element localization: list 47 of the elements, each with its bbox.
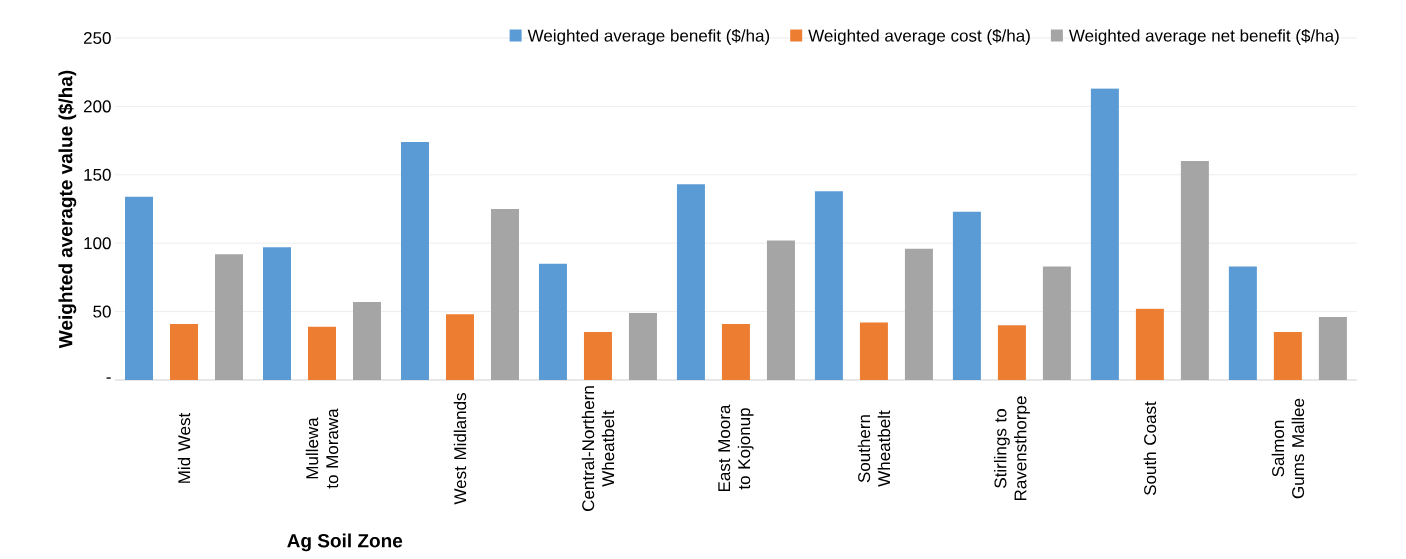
y-tick-label: 200 — [83, 100, 111, 113]
bar — [628, 312, 657, 380]
bar — [538, 263, 567, 380]
bar — [997, 325, 1026, 380]
bar — [1273, 332, 1302, 380]
x-tick-label: West Midlands — [453, 393, 467, 505]
bar — [766, 240, 795, 380]
bar — [490, 208, 519, 380]
bar — [1318, 317, 1347, 380]
legend-label: Weighted average benefit ($/ha) — [527, 28, 770, 46]
y-tick-label: 150 — [84, 168, 111, 181]
x-axis-title: Ag Soil Zone — [287, 533, 403, 552]
bar — [1042, 266, 1071, 380]
bar — [1135, 308, 1164, 380]
y-tick-label: - — [106, 377, 111, 379]
bar — [1228, 266, 1257, 380]
bar — [904, 248, 933, 380]
x-tick-label: Southern Wheatbelt — [857, 410, 891, 487]
y-tick-label: 50 — [93, 305, 111, 318]
bar — [1180, 161, 1209, 380]
legend-label: Weighted average net benefit ($/ha) — [1068, 28, 1339, 46]
bar — [262, 247, 291, 380]
bar — [721, 323, 750, 380]
bar — [1090, 88, 1119, 380]
bar — [859, 322, 888, 380]
bar — [170, 323, 198, 380]
bar — [445, 314, 474, 380]
bar — [952, 211, 981, 380]
bar — [307, 326, 336, 380]
bar — [676, 184, 705, 380]
bar — [125, 196, 154, 380]
x-tick-label: Mid West — [177, 412, 191, 483]
y-axis-title: Weighted averagte value ($/ha) — [58, 70, 77, 349]
x-tick-label: Stirlings to Ravensthorpe — [993, 396, 1030, 501]
y-tick-label: 100 — [84, 237, 111, 250]
bar — [215, 254, 243, 380]
bar — [400, 141, 429, 380]
x-tick-label: Central-Northern Wheatbelt — [581, 386, 615, 511]
x-tick-label: Mullewa to Morawa — [305, 408, 339, 489]
x-tick-label: Salmon Gums Mallee — [1271, 398, 1305, 499]
x-tick-label: East Moora to Kojonup — [718, 404, 754, 492]
x-tick-label: South Coast — [1143, 401, 1157, 495]
bar — [352, 302, 381, 380]
legend-label: Weighted average cost ($/ha) — [808, 28, 1030, 46]
bar — [583, 332, 612, 380]
y-tick-label: 250 — [83, 31, 111, 45]
bar — [814, 191, 843, 380]
